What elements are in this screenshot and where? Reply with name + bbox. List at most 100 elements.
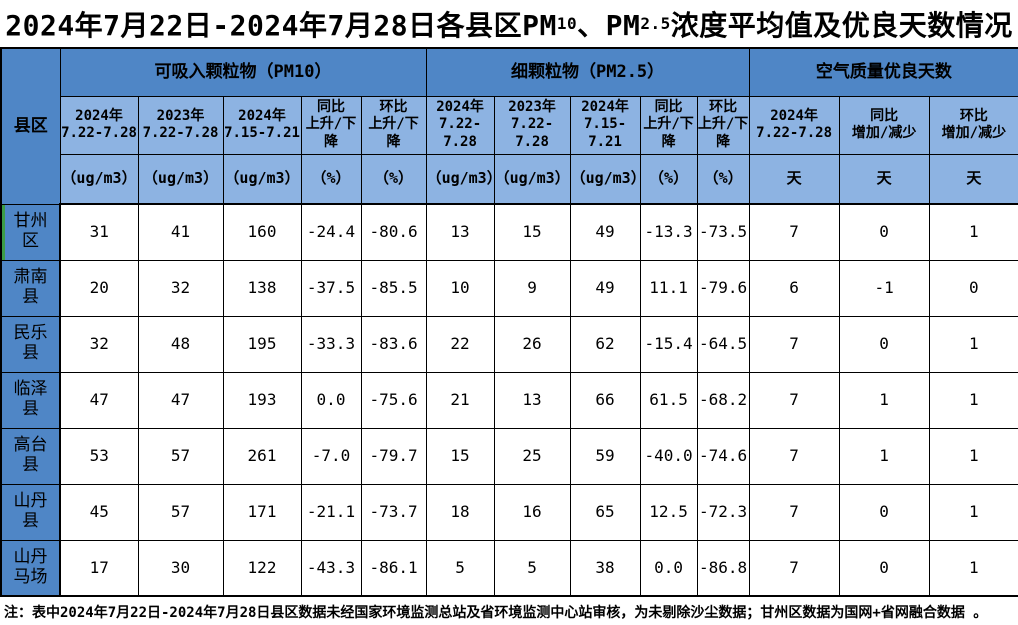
table-cell: 13 — [425, 203, 495, 261]
table-cell: 7 — [748, 539, 840, 597]
group-header-pm25: 细颗粒物（PM2.5） — [425, 47, 750, 97]
table-cell: 18 — [425, 483, 495, 541]
table-cell: 15 — [425, 427, 495, 485]
table-cell: 7 — [748, 483, 840, 541]
table-cell: 47 — [137, 371, 224, 429]
unit-cell: （%） — [360, 153, 427, 205]
title-subscript-pm10: 10 — [556, 14, 578, 33]
table-cell: -13.3 — [639, 203, 698, 261]
table-cell: 41 — [137, 203, 224, 261]
table-cell: -75.6 — [360, 371, 427, 429]
table-cell: 193 — [222, 371, 302, 429]
table-cell: -73.7 — [360, 483, 427, 541]
table-row-ganzhou: 甘州区 31 41 160 -24.4 -80.6 13 15 49 -13.3… — [0, 203, 1018, 261]
table-cell: 26 — [493, 315, 571, 373]
table-cell: 48 — [137, 315, 224, 373]
table-cell: 30 — [137, 539, 224, 597]
table-cell: -24.4 — [300, 203, 362, 261]
table-cell: 138 — [222, 259, 302, 317]
table-cell: 1 — [838, 371, 930, 429]
table-cell: -80.6 — [360, 203, 427, 261]
col-header: 2024年 7.15-7.21 — [222, 95, 302, 155]
table-cell: 21 — [425, 371, 495, 429]
table-cell: 0.0 — [639, 539, 698, 597]
unit-cell: （ug/m3） — [137, 153, 224, 205]
table-cell: 7 — [748, 203, 840, 261]
col-header: 2023年 7.22-7.28 — [137, 95, 224, 155]
table-cell: 9 — [493, 259, 571, 317]
row-label: 高台县 — [0, 427, 61, 485]
group-header-good-days: 空气质量优良天数 — [748, 47, 1018, 97]
table-cell: 5 — [493, 539, 571, 597]
table-cell: 32 — [137, 259, 224, 317]
table-cell: 0 — [838, 315, 930, 373]
table-cell: 31 — [59, 203, 139, 261]
table-cell: 261 — [222, 427, 302, 485]
page-title: 2024年7月22日-2024年7月28日各县区PM 10 、PM 2.5 浓度平均值及… — [0, 0, 1018, 47]
table-cell: 32 — [59, 315, 139, 373]
col-header: 环比 上升/下降 — [696, 95, 750, 155]
table-cell: 1 — [928, 315, 1018, 373]
title-text-3: 浓度平均值及优良天数情况 — [670, 8, 1013, 42]
table-cell: 65 — [569, 483, 641, 541]
row-label: 山丹马场 — [0, 539, 61, 597]
row-label: 山丹县 — [0, 483, 61, 541]
table-cell: 1 — [928, 203, 1018, 261]
table-cell: 53 — [59, 427, 139, 485]
col-header: 2024年 7.22-7.28 — [425, 95, 495, 155]
col-header: 2023年 7.22-7.28 — [493, 95, 571, 155]
table-cell: 160 — [222, 203, 302, 261]
unit-cell: （%） — [696, 153, 750, 205]
table-cell: 62 — [569, 315, 641, 373]
table-cell: 20 — [59, 259, 139, 317]
table-cell: 0 — [838, 483, 930, 541]
col-header: 同比 上升/下降 — [639, 95, 698, 155]
table-cell: 49 — [569, 203, 641, 261]
table-cell: 49 — [569, 259, 641, 317]
table-cell: 7 — [748, 427, 840, 485]
table-cell: 10 — [425, 259, 495, 317]
table-cell: -73.5 — [696, 203, 750, 261]
table-cell: 0 — [838, 539, 930, 597]
unit-cell: （ug/m3） — [493, 153, 571, 205]
title-text-1: 2024年7月22日-2024年7月28日各县区PM — [5, 8, 557, 42]
table-cell: 45 — [59, 483, 139, 541]
unit-cell: （%） — [639, 153, 698, 205]
unit-cell: （ug/m3） — [425, 153, 495, 205]
table-cell: 15 — [493, 203, 571, 261]
unit-cell: （ug/m3） — [569, 153, 641, 205]
table-row-gaotai: 高台县 53 57 261 -7.0 -79.7 15 25 59 -40.0 … — [0, 427, 1018, 485]
col-header: 2024年 7.15-7.21 — [569, 95, 641, 155]
table-cell: 47 — [59, 371, 139, 429]
group-header-row: 县区 可吸入颗粒物（PM10） 细颗粒物（PM2.5） 空气质量优良天数 — [0, 47, 1018, 205]
unit-cell: 天 — [928, 153, 1018, 205]
table-row-minle: 民乐县 32 48 195 -33.3 -83.6 22 26 62 -15.4… — [0, 315, 1018, 373]
table-cell: 16 — [493, 483, 571, 541]
table-cell: -72.3 — [696, 483, 750, 541]
table-cell: 1 — [928, 427, 1018, 485]
table-cell: -40.0 — [639, 427, 698, 485]
title-subscript-pm25: 2.5 — [640, 14, 671, 33]
unit-cell: （ug/m3） — [59, 153, 139, 205]
footnote: 注：表中2024年7月22日-2024年7月28日县区数据未经国家环境监测总站及… — [4, 605, 988, 621]
table-cell: -83.6 — [360, 315, 427, 373]
col-header: 2024年 7.22-7.28 — [59, 95, 139, 155]
table-cell: 1 — [928, 371, 1018, 429]
table-cell: 59 — [569, 427, 641, 485]
row-label: 民乐县 — [0, 315, 61, 373]
title-text-2: 、PM — [577, 8, 641, 42]
table-cell: 171 — [222, 483, 302, 541]
table-cell: 7 — [748, 315, 840, 373]
table-cell: -15.4 — [639, 315, 698, 373]
unit-cell: 天 — [838, 153, 930, 205]
table-cell: -86.1 — [360, 539, 427, 597]
units-row: （ug/m3） （ug/m3） （ug/m3） （%） （%） （ug/m3） … — [1, 153, 1018, 205]
table-cell: 22 — [425, 315, 495, 373]
table-cell: 0 — [928, 259, 1018, 317]
row-label: 肃南县 — [0, 259, 61, 317]
table-cell: 17 — [59, 539, 139, 597]
table-cell: 6 — [748, 259, 840, 317]
col-header: 2024年 7.22-7.28 — [748, 95, 840, 155]
table-cell: -37.5 — [300, 259, 362, 317]
col-header: 环比 增加/减少 — [928, 95, 1018, 155]
